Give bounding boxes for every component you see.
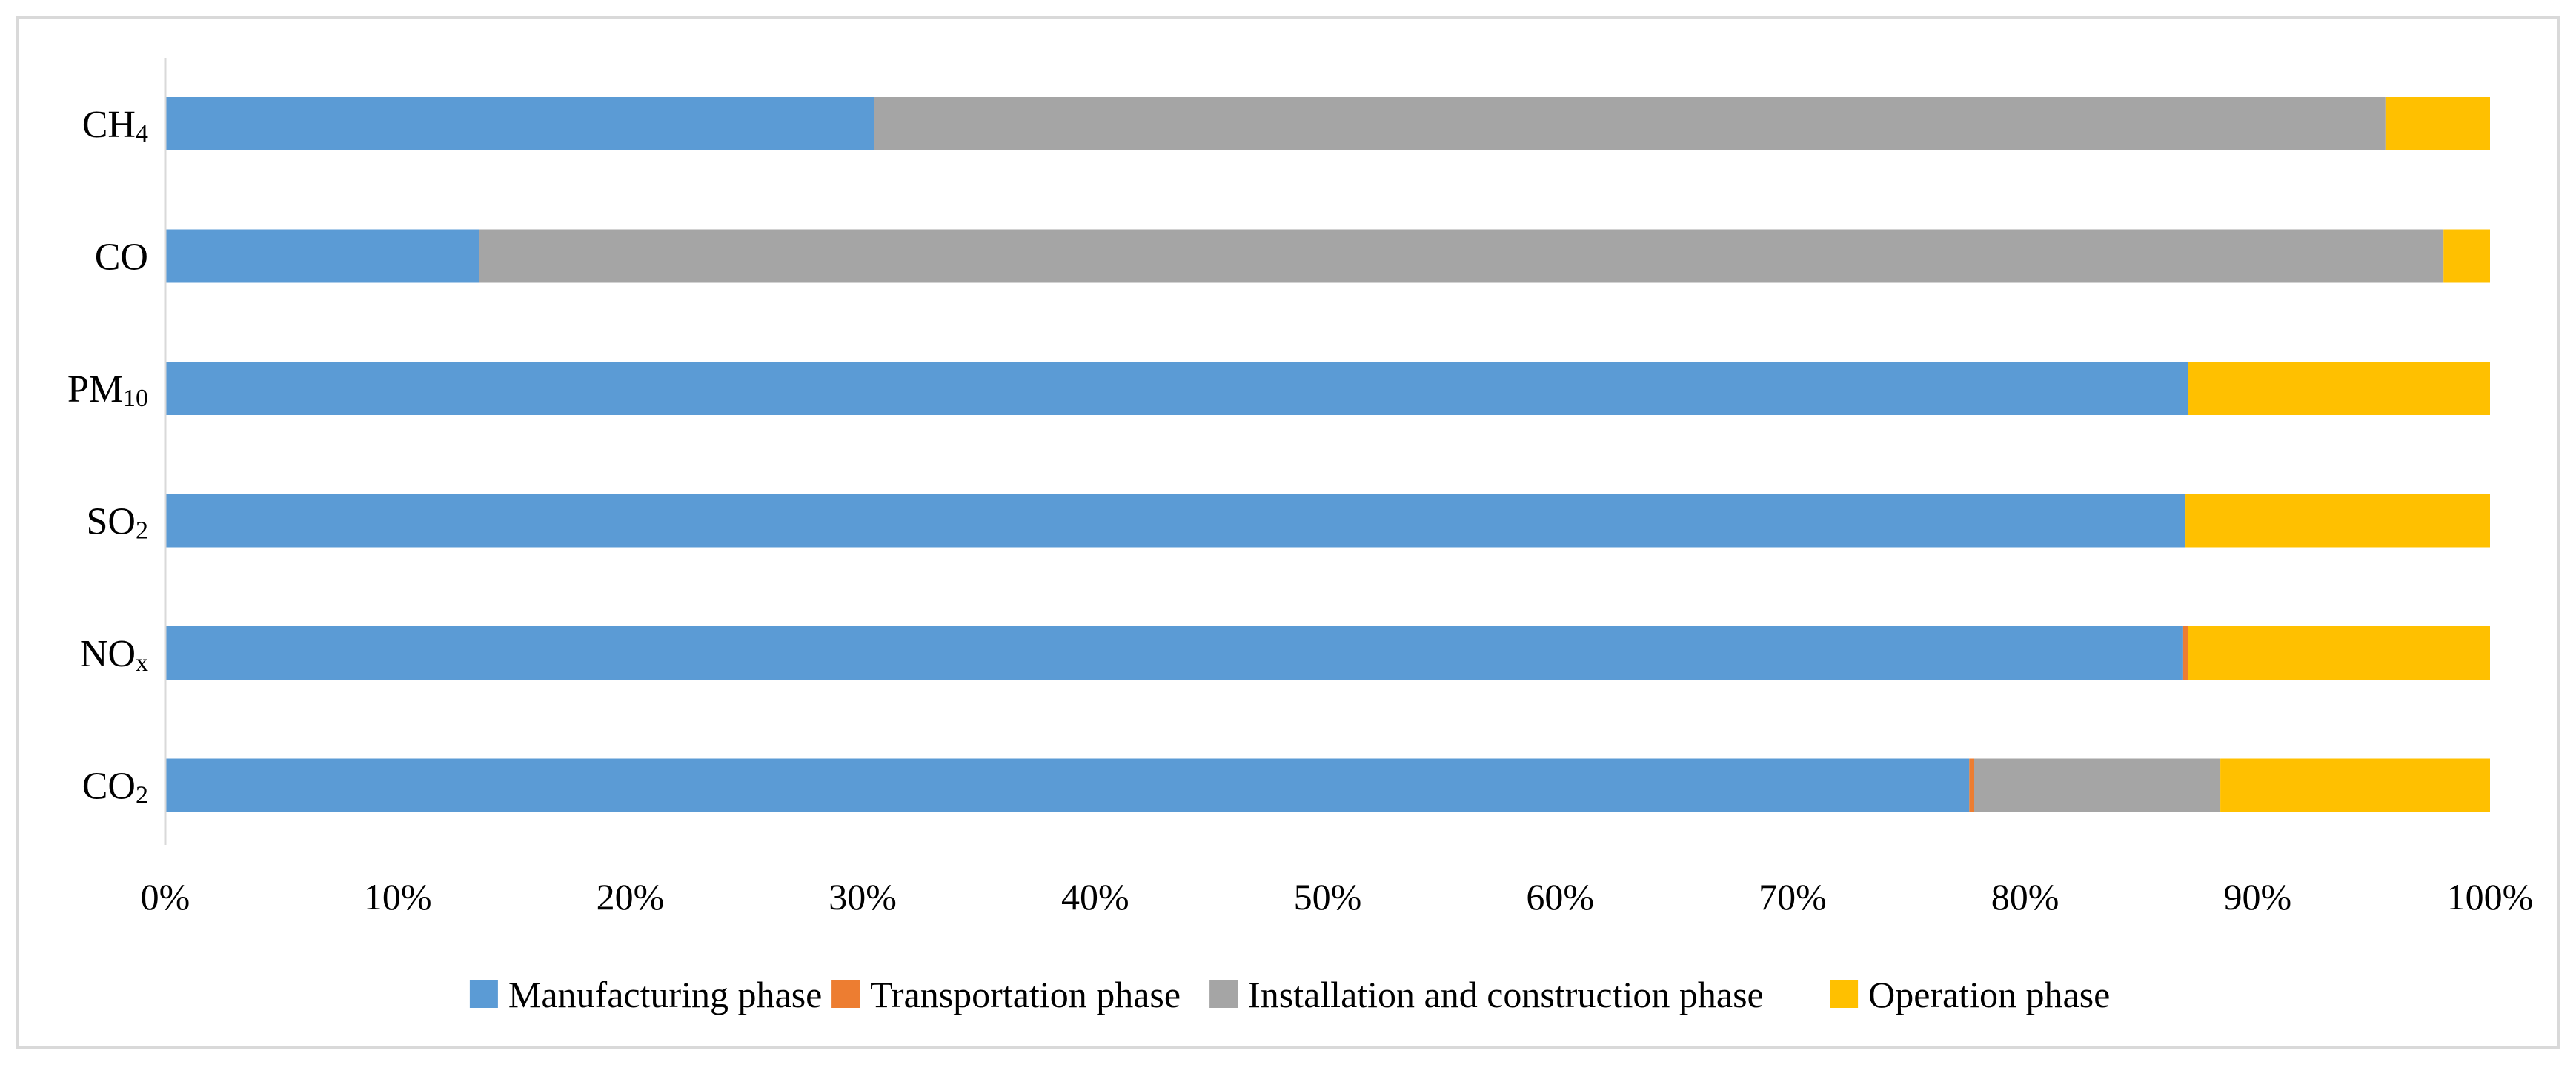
category-label-subscript: 2 xyxy=(136,782,148,809)
bar-operation-phase-co2 xyxy=(2220,758,2490,812)
x-tick-label: 70% xyxy=(1759,876,1827,918)
x-tick-label: 30% xyxy=(829,876,897,918)
legend-label: Manufacturing phase xyxy=(508,974,822,1015)
category-label: CO xyxy=(95,236,148,279)
legend-swatch xyxy=(1209,980,1238,1008)
legend-item-transportation-phase: Transportation phase xyxy=(831,974,1181,1015)
category-label: NOx xyxy=(80,633,148,677)
chart-frame: CH4 CO PM10 SO2 NOx CO2 0% 10% 20% 30% 40% 50% 60% 7… xyxy=(16,16,2560,1049)
legend-swatch xyxy=(469,980,498,1008)
bar-manufacturing-phase-so2 xyxy=(165,494,2186,548)
x-tick-label: 90% xyxy=(2223,876,2291,918)
x-tick-label: 10% xyxy=(364,876,432,918)
category-label-subscript: x xyxy=(136,649,148,677)
bar-manufacturing-phase-co2 xyxy=(165,758,1970,812)
bar-manufacturing-phase-co xyxy=(165,229,479,283)
legend-item-installation-and-construction-phase: Installation and construction phase xyxy=(1209,974,1764,1015)
bar-installation-and-construction-phase-co xyxy=(479,229,2444,283)
bar-operation-phase-co xyxy=(2443,229,2490,283)
legend-label: Transportation phase xyxy=(870,974,1181,1015)
bar-operation-phase-nox xyxy=(2188,626,2490,680)
legend-label: Installation and construction phase xyxy=(1248,974,1764,1015)
bar-transportation-phase-co2 xyxy=(1969,758,1974,812)
bar-operation-phase-ch4 xyxy=(2385,97,2490,150)
category-label-base: SO xyxy=(87,501,136,543)
bar-transportation-phase-nox xyxy=(2182,626,2188,680)
category-label-base: CH xyxy=(82,104,136,146)
x-tick-label: 60% xyxy=(1526,876,1594,918)
x-tick-label: 80% xyxy=(1991,876,2059,918)
category-label-base: CO xyxy=(82,766,136,808)
category-label-base: PM xyxy=(67,368,123,411)
category-label-base: CO xyxy=(95,236,148,279)
x-tick-label: 100% xyxy=(2447,876,2534,918)
legend-item-operation-phase: Operation phase xyxy=(1830,974,2110,1015)
bar-operation-phase-so2 xyxy=(2185,494,2490,548)
bar-installation-and-construction-phase-ch4 xyxy=(874,97,2386,150)
bar-manufacturing-phase-ch4 xyxy=(165,97,874,150)
legend-label: Operation phase xyxy=(1868,974,2110,1015)
category-label: CH4 xyxy=(82,104,148,147)
category-label: PM10 xyxy=(67,368,148,412)
x-tick-label: 0% xyxy=(141,876,190,918)
x-tick-label: 40% xyxy=(1061,876,1129,918)
bar-operation-phase-pm10 xyxy=(2188,362,2490,415)
legend-swatch xyxy=(1830,980,1859,1008)
category-label: CO2 xyxy=(82,766,148,809)
category-label-subscript: 4 xyxy=(136,120,148,147)
bar-manufacturing-phase-pm10 xyxy=(165,362,2188,415)
bar-installation-and-construction-phase-co2 xyxy=(1974,758,2221,812)
category-label-base: NO xyxy=(80,633,136,675)
category-label: SO2 xyxy=(87,501,148,545)
category-label-subscript: 10 xyxy=(123,385,148,412)
bar-manufacturing-phase-nox xyxy=(165,626,2183,680)
legend-item-manufacturing-phase: Manufacturing phase xyxy=(469,974,822,1015)
x-tick-label: 20% xyxy=(597,876,665,918)
x-tick-label: 50% xyxy=(1294,876,1362,918)
legend-swatch xyxy=(831,980,860,1008)
category-label-subscript: 2 xyxy=(136,517,148,545)
